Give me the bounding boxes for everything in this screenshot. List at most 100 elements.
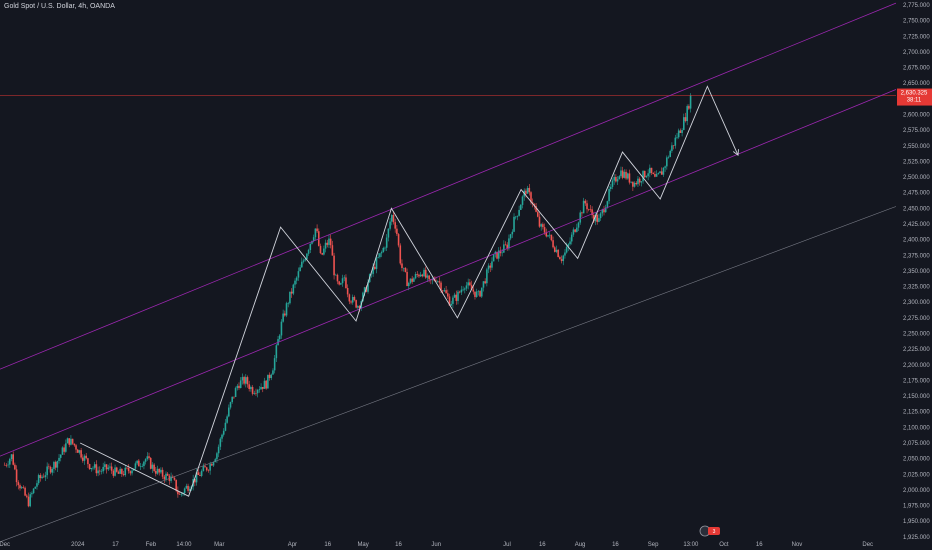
candle-body	[78, 450, 81, 453]
candle-body	[536, 211, 539, 217]
y-tick-label: 2,450.000	[903, 206, 930, 212]
candle-body	[474, 291, 476, 297]
candle-body	[248, 384, 250, 389]
channel-lower-line[interactable]	[0, 206, 897, 543]
zigzag-projection-line[interactable]	[79, 85, 739, 497]
candle-body	[324, 242, 327, 249]
candle-body	[44, 475, 47, 478]
candle-body	[564, 252, 566, 256]
candle-body	[404, 267, 407, 272]
candle-body	[676, 137, 678, 138]
candle-body	[284, 313, 286, 316]
candle-body	[447, 293, 449, 297]
candle-body	[572, 229, 575, 235]
candle-body	[613, 176, 615, 181]
y-tick-label: 2,250.000	[903, 332, 930, 338]
candle-body	[540, 224, 542, 227]
candle-body	[492, 254, 495, 262]
candle-body	[323, 248, 325, 255]
candle-body	[428, 275, 430, 280]
candle-body	[104, 464, 106, 467]
candle-body	[351, 296, 354, 303]
candle-body	[616, 179, 619, 182]
symbol-title: Gold Spot / U.S. Dollar, 4h, OANDA	[4, 3, 115, 10]
candle-body	[399, 245, 402, 264]
candle-body	[110, 466, 113, 471]
candle-body	[19, 485, 21, 489]
candle-body	[450, 303, 453, 306]
candle-body	[319, 245, 322, 254]
candle-body	[406, 271, 408, 287]
candle-body	[358, 305, 361, 309]
candle-body	[465, 285, 468, 289]
candle-body	[124, 467, 127, 476]
candle-body	[574, 229, 576, 232]
y-tick-label: 2,025.000	[903, 472, 930, 478]
candle-body	[669, 150, 672, 157]
candle-body	[664, 166, 666, 168]
candle-body	[312, 237, 315, 241]
y-tick-label: 2,750.000	[903, 19, 930, 25]
candle-body	[667, 156, 670, 158]
candle-body	[228, 407, 230, 417]
y-tick-label: 2,375.000	[903, 253, 930, 259]
events-badge[interactable]: 3	[699, 525, 720, 537]
candle-body	[53, 462, 55, 469]
candle-body	[643, 170, 646, 178]
y-tick-label: 2,150.000	[903, 394, 930, 400]
candle-body	[341, 278, 344, 284]
candle-body	[666, 157, 668, 167]
candle-body	[604, 207, 607, 213]
candle-body	[501, 252, 503, 254]
y-tick-label: 2,725.000	[903, 34, 930, 40]
x-tick-label: Jun	[431, 542, 441, 548]
y-tick-label: 2,200.000	[903, 363, 930, 369]
candle-body	[302, 260, 305, 262]
candle-body	[377, 257, 380, 258]
candle-body	[236, 385, 239, 389]
candle-body	[306, 253, 308, 260]
candle-body	[467, 282, 469, 286]
candle-body	[272, 370, 274, 375]
candle-body	[538, 216, 541, 227]
candle-body	[219, 438, 222, 447]
candle-body	[338, 281, 340, 285]
candle-body	[316, 228, 318, 232]
candle-body	[107, 467, 110, 470]
candle-body	[479, 291, 481, 297]
candle-body	[160, 469, 162, 473]
candle-body	[345, 277, 347, 289]
x-tick-label: Dec	[862, 542, 873, 548]
candle-body	[598, 218, 600, 222]
candle-body	[530, 192, 532, 203]
candle-body	[217, 446, 220, 454]
channel-mid-line[interactable]	[0, 89, 897, 457]
candle-body	[557, 249, 559, 258]
candle-body	[333, 255, 335, 276]
candle-body	[178, 494, 181, 495]
candle-body	[599, 213, 602, 219]
candle-body	[509, 234, 512, 239]
candle-body	[109, 466, 111, 468]
candle-body	[144, 459, 147, 462]
candle-body	[336, 274, 339, 282]
candle-body	[647, 173, 649, 177]
candle-body	[126, 467, 128, 469]
candle-body	[41, 476, 43, 478]
candle-body	[275, 345, 278, 359]
x-tick-label: Jul	[503, 542, 511, 548]
x-tick-label: 16	[324, 542, 331, 548]
candle-body	[416, 274, 419, 275]
candle-body	[97, 470, 99, 474]
candle-body	[188, 489, 191, 491]
y-tick-label: 2,100.000	[903, 425, 930, 431]
x-tick-label: May	[357, 542, 368, 548]
candle-body	[20, 487, 23, 489]
candle-body	[98, 470, 101, 472]
channel-upper-line[interactable]	[0, 2, 897, 370]
candle-body	[71, 438, 74, 444]
candle-body	[671, 145, 673, 151]
candle-body	[255, 393, 257, 394]
